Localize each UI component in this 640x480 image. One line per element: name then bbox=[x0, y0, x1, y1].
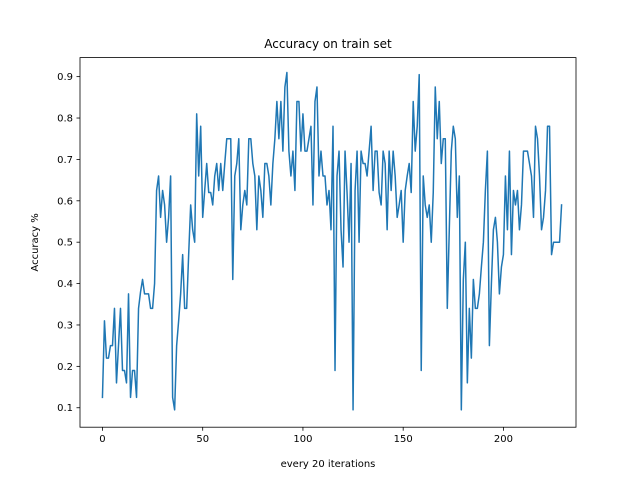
x-axis-ticks: 0 50 100 150 200 bbox=[99, 427, 513, 445]
x-tick-label: 100 bbox=[293, 434, 312, 445]
y-tick-label: 0.6 bbox=[57, 196, 73, 207]
x-axis-label: every 20 iterations bbox=[281, 459, 376, 470]
x-tick-label: 0 bbox=[99, 434, 105, 445]
series-line-accuracy bbox=[101, 71, 563, 411]
y-tick-label: 0.1 bbox=[57, 403, 73, 414]
x-tick-label: 200 bbox=[494, 434, 513, 445]
y-tick-label: 0.7 bbox=[57, 155, 73, 166]
chart-title: Accuracy on train set bbox=[264, 37, 392, 51]
y-axis-label: Accuracy % bbox=[30, 213, 41, 271]
y-tick-label: 0.5 bbox=[57, 238, 73, 249]
y-tick-label: 0.2 bbox=[57, 362, 73, 373]
x-tick-label: 50 bbox=[196, 434, 209, 445]
y-axis-ticks: 0.1 0.2 0.3 0.4 0.5 0.6 0.7 0.8 0.9 bbox=[57, 72, 80, 414]
y-tick-label: 0.9 bbox=[57, 72, 73, 83]
x-tick-label: 150 bbox=[394, 434, 413, 445]
y-tick-label: 0.3 bbox=[57, 320, 73, 331]
y-tick-label: 0.8 bbox=[57, 114, 73, 125]
plot-area bbox=[101, 71, 563, 411]
y-tick-label: 0.4 bbox=[57, 279, 73, 290]
